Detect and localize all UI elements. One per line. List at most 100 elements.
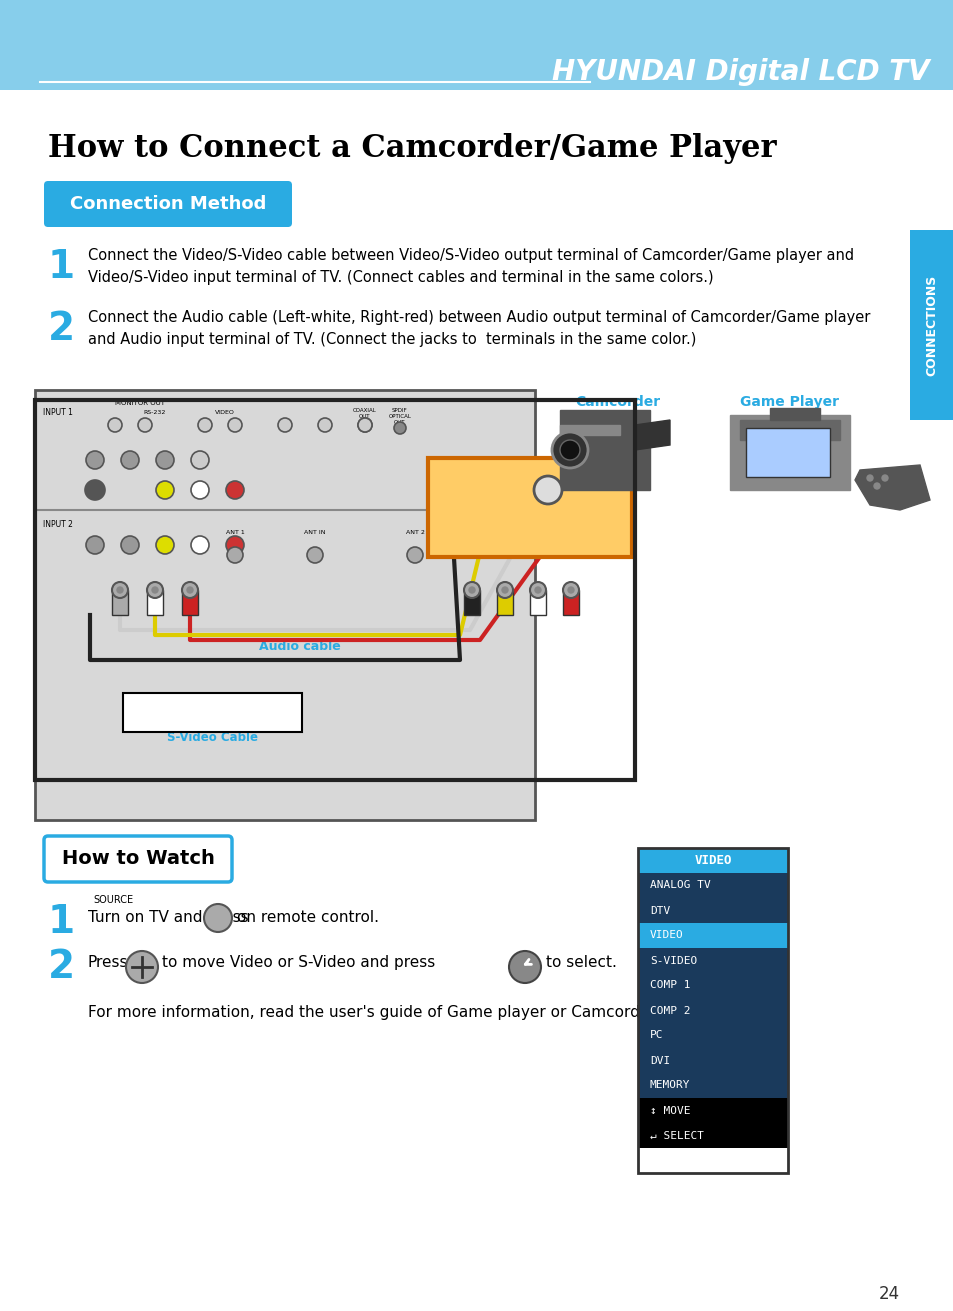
FancyBboxPatch shape (147, 590, 163, 615)
Circle shape (357, 418, 372, 433)
Text: INPUT 2: INPUT 2 (43, 520, 72, 530)
Text: VIDEO: VIDEO (477, 541, 512, 552)
Text: ↕ MOVE: ↕ MOVE (649, 1105, 690, 1116)
FancyBboxPatch shape (530, 590, 545, 615)
Circle shape (152, 587, 158, 593)
Circle shape (117, 587, 123, 593)
Circle shape (191, 451, 209, 469)
Circle shape (228, 418, 242, 433)
FancyBboxPatch shape (44, 181, 292, 227)
FancyBboxPatch shape (0, 0, 953, 90)
Circle shape (559, 440, 579, 460)
Circle shape (156, 481, 173, 499)
Circle shape (501, 587, 507, 593)
Circle shape (535, 587, 540, 593)
FancyBboxPatch shape (638, 1023, 787, 1047)
Text: 1: 1 (48, 903, 75, 941)
Text: Audio cable: Audio cable (259, 640, 340, 653)
Text: CONNECTIONS: CONNECTIONS (924, 274, 938, 376)
Circle shape (394, 422, 406, 434)
Circle shape (562, 582, 578, 598)
Text: 24: 24 (878, 1285, 899, 1303)
Polygon shape (769, 408, 820, 420)
Text: VIDEO: VIDEO (649, 931, 683, 940)
Polygon shape (854, 465, 929, 510)
Text: DTV: DTV (649, 906, 670, 915)
FancyBboxPatch shape (638, 948, 787, 973)
Circle shape (227, 547, 243, 562)
Circle shape (567, 587, 574, 593)
Circle shape (108, 418, 122, 433)
Text: Camcorder: Camcorder (575, 395, 659, 409)
Text: MEMORY: MEMORY (649, 1080, 690, 1091)
Circle shape (126, 950, 158, 983)
FancyBboxPatch shape (463, 590, 479, 615)
Circle shape (182, 582, 198, 598)
FancyBboxPatch shape (909, 229, 953, 420)
Circle shape (121, 451, 139, 469)
Text: ANALOG TV: ANALOG TV (649, 881, 710, 890)
Text: ANT IN: ANT IN (304, 530, 325, 535)
FancyBboxPatch shape (182, 590, 198, 615)
Circle shape (204, 905, 232, 932)
Circle shape (156, 451, 173, 469)
FancyBboxPatch shape (44, 836, 232, 882)
Circle shape (866, 475, 872, 481)
Circle shape (191, 536, 209, 555)
Circle shape (530, 582, 545, 598)
FancyBboxPatch shape (428, 458, 631, 557)
Polygon shape (740, 420, 840, 440)
Text: COAXIAL
OUT: COAXIAL OUT (353, 408, 376, 418)
Circle shape (86, 451, 104, 469)
Text: S-VIDEO: S-VIDEO (428, 541, 472, 552)
Circle shape (307, 547, 323, 562)
Circle shape (480, 476, 509, 503)
Circle shape (882, 475, 887, 481)
FancyBboxPatch shape (638, 873, 787, 898)
FancyBboxPatch shape (123, 694, 302, 732)
Text: VIDEO: VIDEO (694, 853, 731, 867)
FancyBboxPatch shape (745, 427, 829, 477)
Text: ANT 1: ANT 1 (226, 530, 244, 535)
Text: Connect the Video/S-Video cable between Video/S-Video output terminal of Camcord: Connect the Video/S-Video cable between … (88, 248, 853, 286)
Text: How to Watch: How to Watch (62, 850, 214, 868)
Polygon shape (635, 420, 669, 450)
Circle shape (407, 547, 422, 562)
Text: DVI: DVI (649, 1055, 670, 1066)
Text: Turn on TV and press: Turn on TV and press (88, 910, 249, 926)
Text: HYUNDAI Digital LCD TV: HYUNDAI Digital LCD TV (552, 58, 929, 87)
Text: 2: 2 (48, 309, 75, 347)
Text: ↵ SELECT: ↵ SELECT (649, 1130, 703, 1141)
Text: SPDIF
OPTICAL
OUT: SPDIF OPTICAL OUT (388, 408, 411, 425)
FancyBboxPatch shape (112, 590, 128, 615)
Circle shape (86, 536, 104, 555)
Polygon shape (559, 410, 649, 490)
Text: Game Player: Game Player (740, 395, 838, 409)
Text: RS-232: RS-232 (144, 410, 166, 416)
FancyBboxPatch shape (35, 389, 535, 819)
Text: Connection Method: Connection Method (70, 195, 266, 212)
Circle shape (138, 418, 152, 433)
Circle shape (534, 476, 561, 503)
Text: AUDIO: AUDIO (550, 541, 585, 552)
Circle shape (873, 482, 879, 489)
Text: (L): (L) (539, 485, 555, 496)
FancyBboxPatch shape (638, 1047, 787, 1072)
Text: COMP 2: COMP 2 (649, 1006, 690, 1016)
Circle shape (317, 418, 332, 433)
Text: ANT 2: ANT 2 (405, 530, 424, 535)
Circle shape (463, 582, 479, 598)
Circle shape (434, 475, 465, 506)
Circle shape (156, 536, 173, 555)
Circle shape (552, 433, 587, 468)
FancyBboxPatch shape (638, 848, 787, 873)
Circle shape (187, 587, 193, 593)
Circle shape (191, 481, 209, 499)
Text: Press: Press (88, 954, 129, 970)
Text: on remote control.: on remote control. (236, 910, 378, 926)
Circle shape (469, 587, 475, 593)
Circle shape (357, 418, 372, 433)
Text: For more information, read the user's guide of Game player or Camcorder.: For more information, read the user's gu… (88, 1006, 659, 1020)
FancyBboxPatch shape (638, 1072, 787, 1099)
Text: to select.: to select. (545, 954, 617, 970)
